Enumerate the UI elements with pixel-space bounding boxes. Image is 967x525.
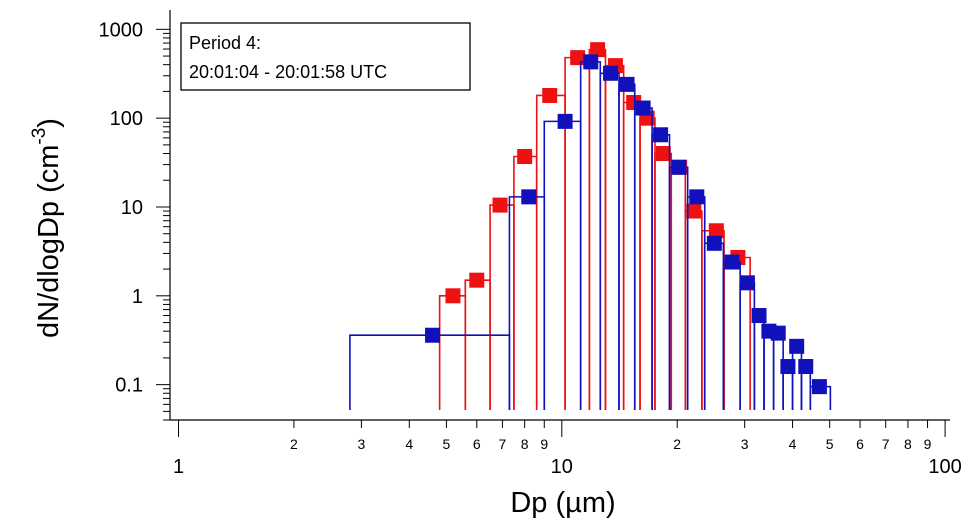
x-minor-tick-label: 8 xyxy=(904,436,912,452)
bin-outline xyxy=(722,261,741,410)
bin-outline xyxy=(670,166,687,410)
bin-outline xyxy=(604,64,625,410)
data-marker xyxy=(521,189,537,205)
bin-outline xyxy=(535,94,566,410)
y-axis-title-text: dN/dlogDp (cm xyxy=(33,145,65,338)
x-minor-tick-label: 8 xyxy=(521,436,529,452)
x-tick-label: 10 xyxy=(551,456,573,478)
x-minor-tick-label: 4 xyxy=(405,436,413,452)
x-axis-title: Dp (µm) xyxy=(510,487,615,519)
data-marker xyxy=(653,127,669,143)
data-marker xyxy=(724,254,740,270)
series-0 xyxy=(438,42,751,410)
data-marker xyxy=(445,288,461,304)
bin-outline xyxy=(763,330,775,410)
x-minor-tick-label: 5 xyxy=(826,436,834,452)
data-marker xyxy=(789,338,805,354)
bin-outline xyxy=(564,56,591,410)
y-tick-label: 1000 xyxy=(99,19,144,41)
data-marker xyxy=(689,189,705,205)
bin-outline xyxy=(438,295,467,410)
annotation-line-1: Period 4: xyxy=(189,33,261,53)
bin-outline xyxy=(622,101,641,410)
x-minor-tick-label: 7 xyxy=(882,436,890,452)
data-marker xyxy=(706,235,722,251)
annotation-line-2: 20:01:04 - 20:01:58 UTC xyxy=(189,62,387,82)
x-tick-label: 100 xyxy=(928,456,961,478)
data-marker xyxy=(542,87,558,103)
bin-outline xyxy=(543,120,582,410)
data-marker xyxy=(655,146,671,162)
bin-outline xyxy=(791,345,803,410)
x-minor-tick-label: 6 xyxy=(473,436,481,452)
x-minor-tick-label: 4 xyxy=(789,436,797,452)
bin-outline xyxy=(489,204,515,410)
data-marker xyxy=(780,359,796,375)
bin-outline xyxy=(588,48,607,410)
data-marker xyxy=(811,379,827,395)
y-axis-title: dN/dlogDp (cm-3) xyxy=(29,118,65,338)
data-marker xyxy=(708,223,724,239)
data-marker xyxy=(517,149,533,165)
data-marker xyxy=(557,113,573,129)
data-marker xyxy=(469,272,485,288)
data-marker xyxy=(590,42,606,58)
y-tick-label: 0.1 xyxy=(115,375,143,397)
y-tick-label: 10 xyxy=(121,197,143,219)
x-minor-tick-label: 9 xyxy=(540,436,548,452)
x-minor-tick-label: 5 xyxy=(443,436,451,452)
annotation-box: Period 4: 20:01:04 - 20:01:58 UTC xyxy=(180,22,471,91)
data-marker xyxy=(619,76,635,92)
data-marker xyxy=(751,308,767,324)
data-marker xyxy=(570,50,586,66)
data-marker xyxy=(686,203,702,219)
bin-outline xyxy=(633,107,653,410)
bin-outline xyxy=(703,242,725,410)
data-marker xyxy=(798,359,814,375)
x-minor-tick-label: 3 xyxy=(741,436,749,452)
x-minor-tick-label: 3 xyxy=(358,436,366,452)
bin-outline xyxy=(464,279,491,410)
y-axis-title-group: dN/dlogDp (cm-3) xyxy=(29,118,65,338)
data-marker xyxy=(770,325,786,341)
data-marker xyxy=(583,54,599,70)
data-marker xyxy=(492,197,508,213)
x-tick-label: 1 xyxy=(173,456,184,478)
y-tick-label: 100 xyxy=(110,108,143,130)
bin-outline xyxy=(618,83,636,410)
y-axis-title-close: ) xyxy=(33,118,65,128)
series-1 xyxy=(349,54,832,410)
bin-outline xyxy=(599,72,620,410)
bin-outline xyxy=(739,282,756,410)
x-minor-tick-label: 2 xyxy=(673,436,681,452)
x-minor-tick-label: 9 xyxy=(924,436,932,452)
data-marker xyxy=(635,100,651,116)
x-minor-tick-label: 2 xyxy=(290,436,298,452)
y-axis-title-exponent: -3 xyxy=(29,128,50,145)
y-tick-label: 1 xyxy=(132,286,143,308)
x-minor-tick-label: 6 xyxy=(856,436,864,452)
data-marker xyxy=(671,159,687,175)
data-marker xyxy=(425,327,441,343)
data-marker xyxy=(603,65,619,81)
x-minor-tick-label: 7 xyxy=(499,436,507,452)
plot-area xyxy=(349,42,832,410)
data-marker xyxy=(739,275,755,291)
bin-outline xyxy=(349,334,511,410)
bin-outline xyxy=(579,61,602,410)
